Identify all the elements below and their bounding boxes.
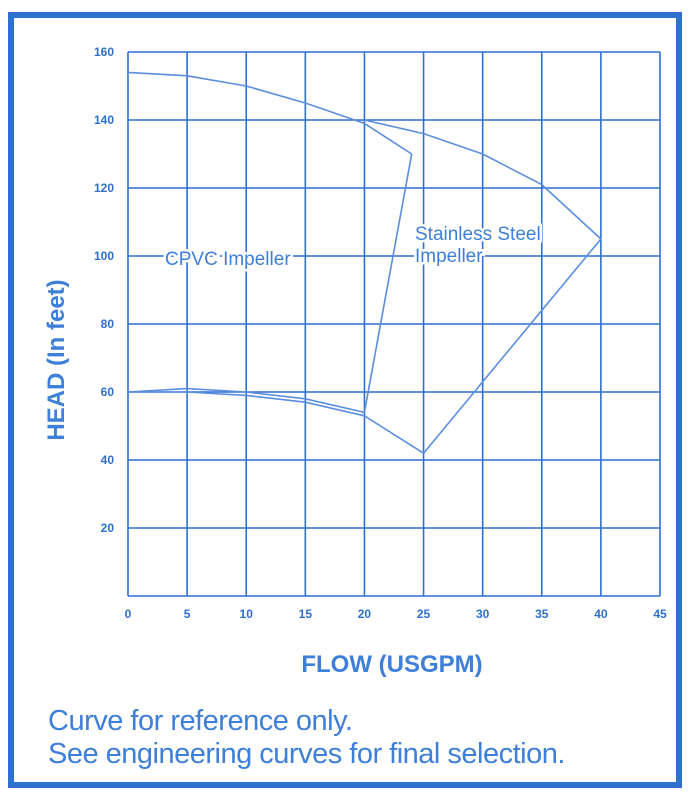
reference-note: Curve for reference only. [48,705,353,737]
x-tick-label: 10 [240,607,254,621]
y-tick-label: 80 [101,317,115,331]
cpvc-lower-curve [127,387,365,414]
stainless-upper-curve [364,119,602,240]
y-tick-label: 100 [94,249,114,263]
cpvc-boundary-line [363,153,413,413]
engineering-note: See engineering curves for final selecti… [48,738,565,770]
x-tick-label: 5 [184,607,191,621]
x-tick-label: 15 [299,607,313,621]
y-axis-title: HEAD (In feet) [43,279,70,440]
x-tick-label: 45 [653,607,667,621]
x-tick-label: 30 [476,607,490,621]
series-annotation: Impeller [415,246,483,267]
cpvc-upper-curve [127,71,413,155]
x-tick-label: 0 [125,607,132,621]
y-tick-label: 60 [101,385,115,399]
stainless-lower-curve [128,391,425,454]
y-tick-label: 160 [94,45,114,59]
stainless-boundary-line [422,238,602,454]
x-axis-title: FLOW (USGPM) [301,651,482,678]
series-annotation: CPVC Impeller [165,249,291,270]
chart-frame [8,12,682,788]
x-tick-label: 20 [358,607,372,621]
series-annotation: Stainless Steel [415,224,541,245]
y-tick-label: 20 [101,521,115,535]
y-tick-label: 140 [94,113,114,127]
x-tick-label: 25 [417,607,431,621]
x-tick-label: 35 [535,607,549,621]
y-tick-label: 40 [101,453,115,467]
x-tick-label: 40 [594,607,608,621]
y-tick-label: 120 [94,181,114,195]
